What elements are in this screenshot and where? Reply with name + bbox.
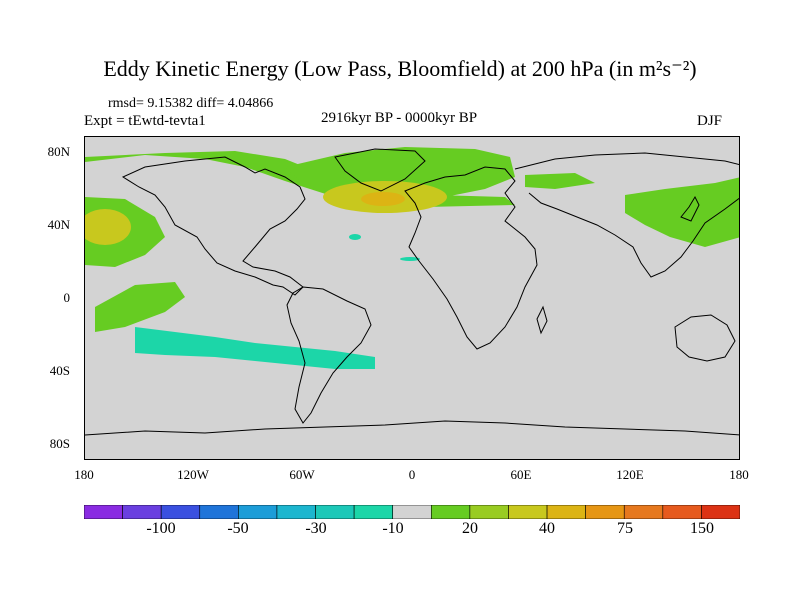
colorbar-box <box>199 504 239 520</box>
colorbar-label-neg10: -10 <box>382 520 404 537</box>
colorbar-box <box>276 504 316 520</box>
coast-madagascar <box>536 305 548 335</box>
colorbar-box <box>392 504 432 520</box>
anomaly-small-negative <box>349 234 361 240</box>
map-panel <box>84 136 740 460</box>
lat-tick-80s: 80S <box>49 436 70 451</box>
coast-north-america <box>121 156 306 296</box>
stats-text: rmsd= 9.15382 diff= 4.04866 <box>108 96 274 111</box>
colorbar <box>83 504 741 524</box>
map-svg <box>85 147 739 436</box>
colorbar-box <box>546 504 586 520</box>
lon-tick-60e: 60E <box>510 467 532 482</box>
anomaly-southern-negative <box>135 327 375 369</box>
coast-greenland <box>334 148 426 192</box>
coast-antarctica <box>85 420 739 436</box>
lon-tick-60w: 60W <box>289 467 315 482</box>
colorbar-box <box>83 504 123 520</box>
colorbar-svg <box>83 504 741 520</box>
anomaly-pacific-max <box>85 209 131 245</box>
lat-tick-40n: 40N <box>47 217 70 232</box>
anomaly-atlantic-core <box>361 192 405 206</box>
colorbar-box <box>469 504 509 520</box>
colorbar-box <box>662 504 702 520</box>
colorbar-label-neg100: -100 <box>146 520 176 537</box>
coast-south-america <box>286 286 372 424</box>
anomaly-asia-east <box>625 177 739 247</box>
anomaly-small-negative-2 <box>400 257 420 261</box>
coast-europe-africa <box>404 166 538 350</box>
lat-tick-80n: 80N <box>47 144 70 159</box>
lon-tick-120w: 120W <box>177 467 209 482</box>
lon-tick-120e: 120E <box>616 467 644 482</box>
coastlines <box>85 148 739 436</box>
colorbar-label-40: 40 <box>539 520 555 537</box>
anomaly-south-pacific <box>95 282 185 332</box>
lon-tick-180w: 180 <box>74 467 94 482</box>
colorbar-box <box>623 504 664 520</box>
colorbar-label-neg50: -50 <box>227 520 249 537</box>
colorbar-box <box>160 504 201 520</box>
colorbar-box <box>508 504 548 520</box>
lat-tick-40s: 40S <box>49 363 70 378</box>
colorbar-label-150: 150 <box>690 520 714 537</box>
lon-tick-180e: 180 <box>729 467 749 482</box>
lon-tick-0: 0 <box>408 467 416 482</box>
colorbar-box <box>238 504 278 520</box>
anomaly-north-atlantic <box>525 173 595 189</box>
lat-tick-0: 0 <box>63 290 71 305</box>
period-label: 2916kyr BP - 0000kyr BP <box>321 110 478 126</box>
colorbar-label-20: 20 <box>462 520 478 537</box>
colorbar-box <box>701 504 741 520</box>
season-label: DJF <box>697 113 723 129</box>
colorbar-box <box>315 504 355 520</box>
colorbar-box <box>430 504 471 520</box>
colorbar-box <box>353 504 394 520</box>
coast-japan <box>680 195 700 222</box>
map-title: Eddy Kinetic Energy (Low Pass, Bloomfiel… <box>103 56 697 81</box>
colorbar-label-75: 75 <box>617 520 633 537</box>
colorbar-box <box>585 504 625 520</box>
experiment-label: Expt = tEwtd-tevta1 <box>84 113 206 129</box>
anomaly-atlantic-europe <box>285 147 515 197</box>
coast-asia <box>514 152 739 278</box>
coast-australia <box>674 314 736 362</box>
colorbar-box <box>122 504 162 520</box>
colorbar-label-neg30: -30 <box>305 520 327 537</box>
